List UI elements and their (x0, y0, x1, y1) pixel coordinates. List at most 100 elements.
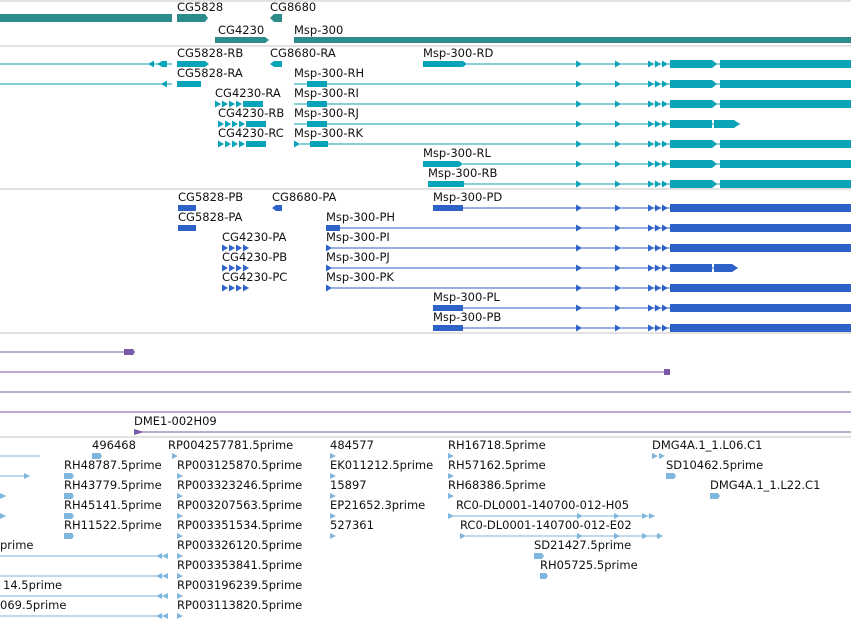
est-label: RH57162.5prime (448, 458, 546, 472)
est-feature[interactable] (0, 553, 168, 559)
protein-row[interactable] (222, 244, 851, 252)
gene-cg5828-bar[interactable] (177, 14, 205, 22)
est-feature[interactable] (652, 453, 665, 459)
est-label: EK011212.5prime (330, 458, 433, 472)
est-label: 069.5prime (0, 598, 66, 612)
est-feature[interactable] (330, 533, 336, 539)
transcript-label: Msp-300-RH (294, 66, 364, 80)
protein-row[interactable] (222, 284, 851, 292)
est-label: 484577 (330, 438, 374, 452)
gene-cg8680-label: CG8680 (270, 0, 316, 14)
protein-label: CG8680-PA (272, 190, 337, 204)
est-feature[interactable] (177, 613, 183, 619)
transcript-row[interactable] (428, 180, 851, 188)
est-feature[interactable] (330, 493, 336, 499)
transcript-label: CG4230-RC (218, 126, 284, 140)
est-feature[interactable] (177, 573, 183, 579)
est-feature[interactable] (177, 533, 183, 539)
gene-cg5828-label: CG5828 (177, 0, 223, 14)
est-feature[interactable] (0, 573, 168, 579)
est-label: RH48787.5prime (64, 458, 162, 472)
est-feature[interactable] (540, 573, 548, 579)
clone-label: DME1-002H09 (134, 414, 217, 428)
transcript-row[interactable] (423, 160, 851, 168)
est-feature[interactable] (330, 513, 336, 519)
transcript-track: CG5828-RB CG8680-RA Msp-300-RD CG5828-RA… (0, 46, 851, 188)
transcript-label: CG4230-RB (218, 106, 284, 120)
est-label: RH05725.5prime (540, 558, 638, 572)
transcript-label: Msp-300-RI (294, 86, 359, 100)
est-feature[interactable] (0, 593, 168, 599)
est-feature[interactable] (177, 473, 183, 479)
protein-label: CG4230-PB (222, 250, 287, 264)
protein-row[interactable] (178, 204, 851, 212)
est-feature[interactable] (330, 453, 336, 459)
clone-row[interactable] (134, 429, 851, 435)
est-feature[interactable] (0, 493, 6, 499)
protein-row[interactable] (433, 324, 851, 332)
est-feature[interactable] (64, 513, 74, 519)
clone-row[interactable] (0, 349, 135, 355)
est-feature[interactable] (534, 553, 544, 559)
est-feature[interactable] (0, 613, 168, 619)
est-feature[interactable] (460, 533, 663, 539)
clone-row[interactable] (0, 369, 670, 375)
transcript-label: Msp-300-RD (423, 46, 493, 60)
est-label: 496468 (92, 438, 136, 452)
protein-label: CG4230-PA (222, 230, 287, 244)
gene-bar[interactable] (0, 14, 172, 22)
protein-label: CG4230-PC (222, 270, 287, 284)
protein-label: Msp-300-PH (326, 210, 395, 224)
transcript-label: Msp-300-RK (294, 126, 363, 140)
est-feature[interactable] (448, 473, 454, 479)
protein-row[interactable] (222, 264, 738, 272)
transcript-row[interactable] (0, 80, 851, 88)
est-label: RP003125870.5prime (177, 458, 302, 472)
protein-label: Msp-300-PI (326, 230, 390, 244)
est-feature[interactable] (448, 493, 454, 499)
est-label: RC0-DL0001-140700-012-H05 (456, 498, 629, 512)
est-feature[interactable] (0, 513, 6, 519)
est-label: RP003323246.5prime (177, 478, 302, 492)
transcript-row[interactable] (218, 140, 851, 148)
est-label: 15897 (330, 478, 367, 492)
transcript-label: Msp-300-RL (423, 146, 491, 160)
est-feature[interactable] (92, 453, 102, 459)
transcript-row[interactable] (0, 60, 851, 68)
gene-msp300-bar[interactable] (294, 37, 851, 43)
est-feature[interactable] (0, 473, 30, 479)
est-feature[interactable] (666, 473, 676, 479)
protein-label: CG5828-PB (178, 190, 243, 204)
protein-label: Msp-300-PJ (326, 250, 390, 264)
est-feature[interactable] (177, 513, 183, 519)
gene-cg4230-bar[interactable] (215, 37, 265, 43)
est-feature[interactable] (64, 473, 74, 479)
protein-track: CG5828-PB CG8680-PA Msp-300-PD CG5828-PA… (178, 190, 851, 332)
est-feature[interactable] (64, 533, 74, 539)
transcript-label: CG5828-RA (177, 66, 243, 80)
est-feature[interactable] (330, 473, 336, 479)
protein-label: Msp-300-PD (433, 190, 502, 204)
est-track: 496468 RP004257781.5prime 484577 RH16718… (0, 438, 820, 619)
protein-row[interactable] (433, 304, 851, 312)
est-feature[interactable] (177, 593, 183, 599)
est-feature[interactable] (177, 493, 183, 499)
transcript-label: CG5828-RB (177, 46, 243, 60)
transcript-label: CG4230-RA (215, 86, 281, 100)
est-feature[interactable] (448, 453, 454, 459)
transcript-row[interactable] (218, 120, 740, 128)
gene-track: CG5828 CG8680 CG4230 Msp-300 (0, 0, 851, 47)
est-label: RH16718.5prime (448, 438, 546, 452)
est-label: prime (0, 538, 34, 552)
est-feature[interactable] (448, 513, 655, 519)
est-label: RP004257781.5prime (168, 438, 293, 452)
transcript-label: Msp-300-RB (428, 166, 497, 180)
transcript-row[interactable] (215, 100, 851, 108)
est-feature[interactable] (64, 493, 74, 499)
gene-cg8680-bar[interactable] (270, 14, 282, 22)
est-feature[interactable] (172, 453, 178, 459)
est-label: RP003351534.5prime (177, 518, 302, 532)
est-feature[interactable] (177, 553, 183, 559)
protein-row[interactable] (178, 224, 851, 232)
est-feature[interactable] (710, 493, 720, 499)
